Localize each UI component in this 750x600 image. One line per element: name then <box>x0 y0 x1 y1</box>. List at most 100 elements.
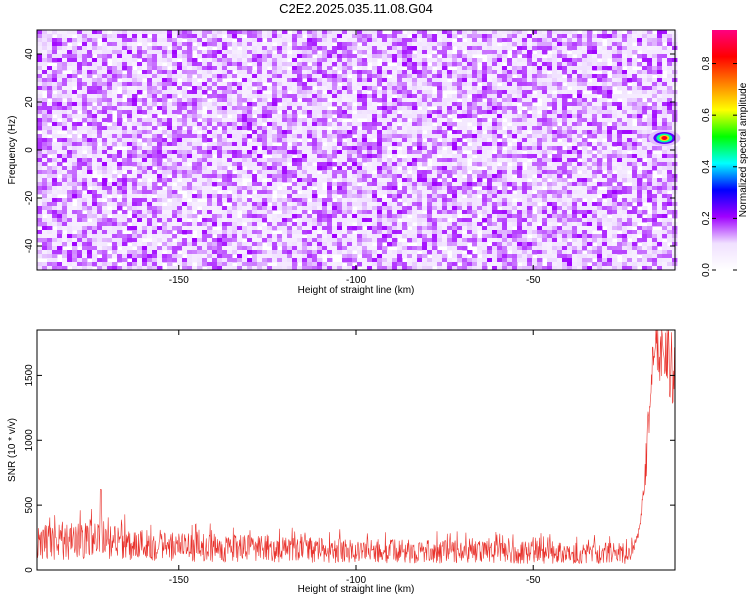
heatmap-cell <box>317 90 323 95</box>
heatmap-cell <box>597 34 603 39</box>
heatmap-cell <box>337 142 343 147</box>
heatmap-cell <box>227 126 233 131</box>
heatmap-cell <box>257 110 263 115</box>
heatmap-cell <box>262 42 268 47</box>
heatmap-cell <box>607 198 613 203</box>
heatmap-cell <box>57 134 63 139</box>
heatmap-cell <box>37 114 43 119</box>
heatmap-cell <box>592 166 598 171</box>
heatmap-cell <box>612 82 618 87</box>
heatmap-cell <box>537 30 543 35</box>
heatmap-cell <box>452 78 458 83</box>
heatmap-cell <box>37 86 43 91</box>
heatmap-cell <box>132 34 138 39</box>
heatmap-cell <box>112 106 118 111</box>
heatmap-cell <box>482 174 488 179</box>
heatmap-cell <box>247 190 253 195</box>
heatmap-cell <box>377 134 383 139</box>
heatmap-cell <box>222 194 228 199</box>
heatmap-cell <box>627 118 633 123</box>
heatmap-cell <box>282 110 288 115</box>
heatmap-cell <box>127 74 133 79</box>
heatmap-cell <box>667 150 673 155</box>
heatmap-cell <box>297 162 303 167</box>
heatmap-cell <box>247 30 253 35</box>
heatmap-cell <box>37 118 43 123</box>
heatmap-cell <box>607 190 613 195</box>
heatmap-cell <box>352 150 358 155</box>
heatmap-cell <box>577 34 583 39</box>
heatmap-cell <box>322 42 328 47</box>
heatmap-cell <box>57 158 63 163</box>
heatmap-cell <box>487 90 493 95</box>
heatmap-cell <box>307 78 313 83</box>
heatmap-cell <box>657 78 663 83</box>
heatmap-cell <box>372 74 378 79</box>
heatmap-cell <box>317 110 323 115</box>
heatmap-cell <box>107 150 113 155</box>
heatmap-cell <box>647 74 653 79</box>
heatmap-cell <box>582 70 588 75</box>
heatmap-cell <box>532 142 538 147</box>
heatmap-cell <box>567 114 573 119</box>
heatmap-cell <box>567 46 573 51</box>
heatmap-cell <box>642 122 648 127</box>
heatmap-cell <box>457 150 463 155</box>
heatmap-cell <box>542 90 548 95</box>
heatmap-cell <box>42 46 48 51</box>
heatmap-cell <box>582 114 588 119</box>
heatmap-cell <box>562 182 568 187</box>
heatmap-cell <box>472 198 478 203</box>
heatmap-cell <box>627 158 633 163</box>
heatmap-cell <box>367 102 373 107</box>
heatmap-cell <box>437 46 443 51</box>
heatmap-cell <box>222 110 228 115</box>
heatmap-cell <box>162 138 168 143</box>
heatmap-cell <box>502 190 508 195</box>
heatmap-cell <box>207 38 213 43</box>
heatmap-cell <box>402 62 408 67</box>
heatmap-cell <box>152 74 158 79</box>
heatmap-cell <box>537 42 543 47</box>
heatmap-cell <box>162 110 168 115</box>
heatmap-cell <box>112 150 118 155</box>
heatmap-cell <box>567 58 573 63</box>
heatmap-cell <box>442 82 448 87</box>
heatmap-cell <box>442 198 448 203</box>
heatmap-cell <box>37 106 43 111</box>
heatmap-cell <box>167 146 173 151</box>
heatmap-cell <box>557 34 563 39</box>
heatmap-cell <box>547 162 553 167</box>
heatmap-cell <box>387 102 393 107</box>
heatmap-cell <box>167 194 173 199</box>
heatmap-cell <box>97 98 103 103</box>
heatmap-cell <box>217 94 223 99</box>
heatmap-cell <box>632 94 638 99</box>
heatmap-cell <box>457 42 463 47</box>
heatmap-cell <box>617 198 623 203</box>
heatmap-cell <box>122 130 128 135</box>
heatmap-cell <box>47 86 53 91</box>
heatmap-cell <box>77 82 83 87</box>
heatmap-cell <box>142 110 148 115</box>
heatmap-cell <box>327 194 333 199</box>
heatmap-cell <box>267 74 273 79</box>
heatmap-cell <box>352 98 358 103</box>
heatmap-cell <box>432 182 438 187</box>
heatmap-cell <box>482 86 488 91</box>
heatmap-cell <box>232 66 238 71</box>
heatmap-cell <box>42 166 48 171</box>
heatmap-cell <box>527 74 533 79</box>
heatmap-cell <box>477 174 483 179</box>
heatmap-cell <box>352 158 358 163</box>
heatmap-cell <box>137 110 143 115</box>
heatmap-cell <box>182 42 188 47</box>
heatmap-cell <box>402 78 408 83</box>
heatmap-cell <box>447 74 453 79</box>
heatmap-cell <box>237 182 243 187</box>
heatmap-cell <box>252 110 258 115</box>
heatmap-cell <box>62 90 68 95</box>
heatmap-cell <box>532 82 538 87</box>
heatmap-cell <box>487 138 493 143</box>
heatmap-cell <box>77 106 83 111</box>
